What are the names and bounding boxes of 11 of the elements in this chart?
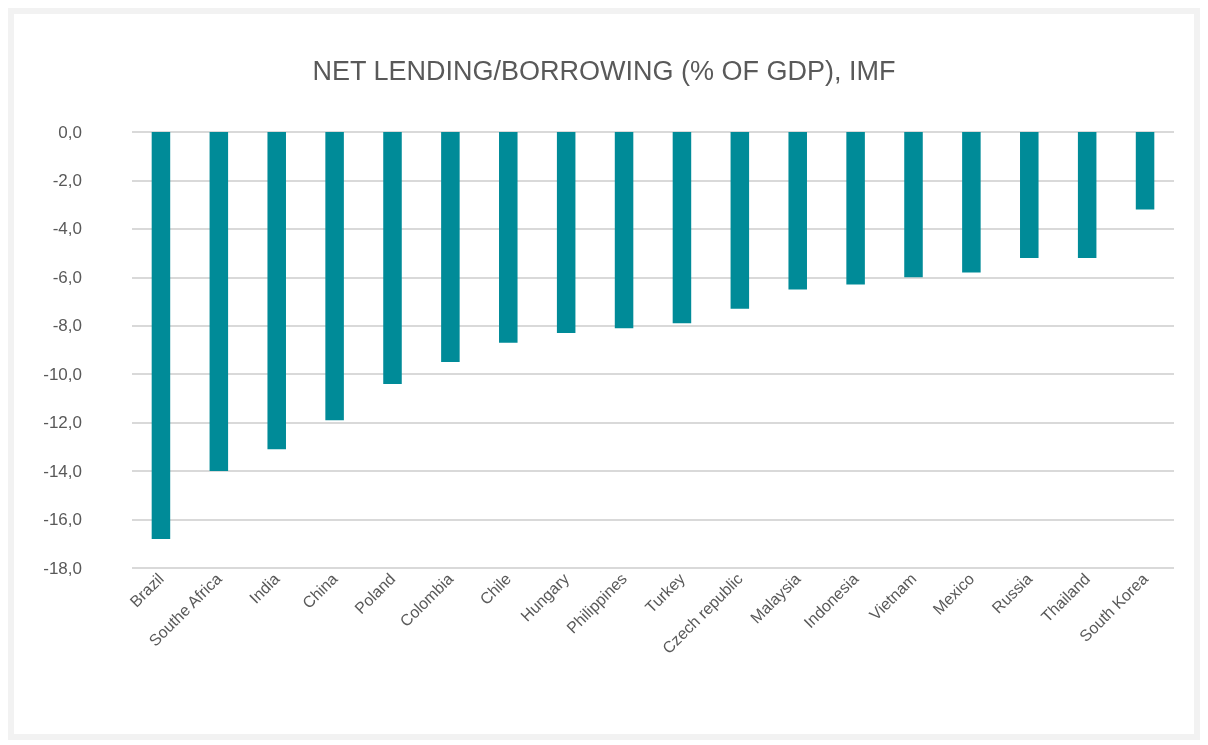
y-tick-label: -6,0 [52,267,82,287]
y-tick-label: -18,0 [43,558,82,578]
y-tick-label: -12,0 [43,413,82,433]
y-tick-label: 0,0 [58,122,82,142]
y-tick-label: -10,0 [43,364,82,384]
chart-title: NET LENDING/BORROWING (% OF GDP), IMF [312,55,896,86]
y-tick-label: -16,0 [43,510,82,530]
y-tick-label: -14,0 [43,461,82,481]
y-tick-label: -2,0 [52,170,82,190]
y-tick-label: -8,0 [52,316,82,336]
y-tick-label: -4,0 [52,219,82,239]
